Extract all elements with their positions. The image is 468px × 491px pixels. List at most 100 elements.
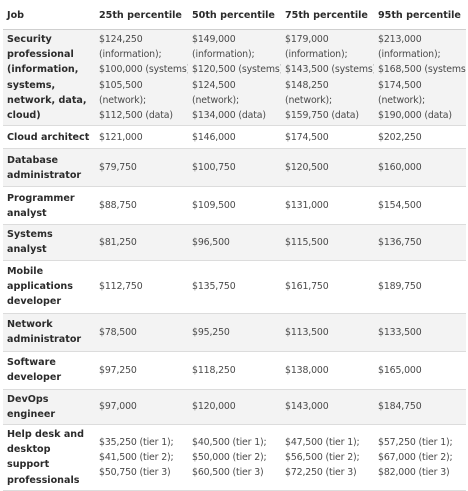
salary-line: (information); <box>285 49 348 61</box>
table-row: Network administrator $78,500 $95,250 $1… <box>3 313 466 352</box>
header-95th-percentile: 95th percentile <box>374 3 466 30</box>
salary-25th: $79,750 <box>95 148 188 188</box>
salary-line: $47,500 (tier 1); <box>285 436 360 448</box>
salary-line: $134,000 (data) <box>192 110 266 122</box>
salary-line: $149,000 <box>192 34 236 45</box>
salary-line: $179,000 <box>285 34 329 45</box>
job-name: Mobile applications developer <box>3 260 95 314</box>
salary-25th: $124,250 (information); $100,000 (system… <box>95 29 188 127</box>
salary-line: $174,500 <box>378 79 422 91</box>
salary-95th: $136,750 <box>374 224 466 261</box>
salary-50th: $95,250 <box>188 313 281 352</box>
salary-line: $57,250 (tier 1); <box>378 436 453 448</box>
salary-95th: $165,000 <box>374 351 466 390</box>
salary-95th: $160,000 <box>374 148 466 188</box>
salary-line: $159,750 (data) <box>285 110 359 122</box>
salary-line: $168,500 (systems); <box>378 64 466 76</box>
salary-line: (network); <box>99 94 147 106</box>
salary-table: Job 25th percentile 50th percentile 75th… <box>3 3 466 491</box>
table-row: Mobile applications developer $112,750 $… <box>3 260 466 314</box>
salary-75th: $113,500 <box>281 313 374 352</box>
job-name: Network administrator <box>3 313 95 352</box>
salary-line: (information); <box>99 49 162 61</box>
salary-95th: $184,750 <box>374 389 466 426</box>
table-header-row: Job 25th percentile 50th percentile 75th… <box>3 3 466 30</box>
salary-75th: $47,500 (tier 1); $56,500 (tier 2); $72,… <box>281 424 374 491</box>
salary-line: $213,000 <box>378 34 422 45</box>
salary-95th: $154,500 <box>374 186 466 226</box>
salary-line: $148,250 <box>285 79 329 91</box>
salary-95th: $189,750 <box>374 260 466 314</box>
salary-line: (network); <box>285 94 333 106</box>
job-name: Help desk and desktop support profession… <box>3 424 95 491</box>
salary-25th: $88,750 <box>95 186 188 226</box>
header-75th-percentile: 75th percentile <box>281 3 374 30</box>
salary-25th: $35,250 (tier 1); $41,500 (tier 2); $50,… <box>95 424 188 491</box>
salary-line: $72,250 (tier 3) <box>285 467 357 479</box>
salary-50th: $146,000 <box>188 125 281 150</box>
salary-line: $41,500 (tier 2); <box>99 451 174 463</box>
salary-line: (information); <box>192 49 255 61</box>
salary-25th: $97,250 <box>95 351 188 390</box>
salary-line: $35,250 (tier 1); <box>99 436 174 448</box>
table-row: Security professional (information, syst… <box>3 29 466 127</box>
salary-50th: $100,750 <box>188 148 281 188</box>
salary-25th: $121,000 <box>95 125 188 150</box>
header-50th-percentile: 50th percentile <box>188 3 281 30</box>
salary-line: $105,500 <box>99 79 143 91</box>
salary-75th: $138,000 <box>281 351 374 390</box>
salary-75th: $131,000 <box>281 186 374 226</box>
job-name: Cloud architect <box>3 125 95 150</box>
salary-50th: $96,500 <box>188 224 281 261</box>
salary-75th: $120,500 <box>281 148 374 188</box>
salary-line: $120,500 (systems); <box>192 64 281 76</box>
salary-line: $124,500 <box>192 79 236 91</box>
job-name: Database administrator <box>3 148 95 188</box>
table-row: Database administrator $79,750 $100,750 … <box>3 148 466 188</box>
table-row: Cloud architect $121,000 $146,000 $174,5… <box>3 125 466 150</box>
salary-line: $124,250 <box>99 34 143 45</box>
salary-50th: $120,000 <box>188 389 281 426</box>
salary-75th: $115,500 <box>281 224 374 261</box>
salary-line: $67,000 (tier 2); <box>378 451 453 463</box>
salary-line: $143,500 (systems); <box>285 64 374 76</box>
salary-50th: $149,000 (information); $120,500 (system… <box>188 29 281 127</box>
salary-95th: $57,250 (tier 1); $67,000 (tier 2); $82,… <box>374 424 466 491</box>
salary-line: (network); <box>378 94 426 106</box>
salary-line: $50,750 (tier 3) <box>99 467 171 479</box>
job-name: Software developer <box>3 351 95 390</box>
salary-25th: $97,000 <box>95 389 188 426</box>
salary-25th: $78,500 <box>95 313 188 352</box>
salary-line: $190,000 (data) <box>378 110 452 122</box>
salary-line: $56,500 (tier 2); <box>285 451 360 463</box>
salary-50th: $109,500 <box>188 186 281 226</box>
salary-line: $82,000 (tier 3) <box>378 467 450 479</box>
salary-25th: $112,750 <box>95 260 188 314</box>
salary-line: $50,000 (tier 2); <box>192 451 267 463</box>
salary-50th: $40,500 (tier 1); $50,000 (tier 2); $60,… <box>188 424 281 491</box>
salary-50th: $118,250 <box>188 351 281 390</box>
job-name: Security professional (information, syst… <box>3 29 95 127</box>
salary-line: (information); <box>378 49 441 61</box>
salary-75th: $174,500 <box>281 125 374 150</box>
salary-75th: $179,000 (information); $143,500 (system… <box>281 29 374 127</box>
table-row: DevOps engineer $97,000 $120,000 $143,00… <box>3 389 466 426</box>
header-25th-percentile: 25th percentile <box>95 3 188 30</box>
table-row: Programmer analyst $88,750 $109,500 $131… <box>3 186 466 226</box>
salary-line: $100,000 (systems); <box>99 64 188 76</box>
header-job: Job <box>3 3 95 30</box>
table-row: Systems analyst $81,250 $96,500 $115,500… <box>3 224 466 261</box>
salary-50th: $135,750 <box>188 260 281 314</box>
job-name: DevOps engineer <box>3 389 95 426</box>
salary-25th: $81,250 <box>95 224 188 261</box>
salary-line: $112,500 (data) <box>99 110 173 122</box>
job-name: Systems analyst <box>3 224 95 261</box>
salary-95th: $133,500 <box>374 313 466 352</box>
job-name: Programmer analyst <box>3 186 95 226</box>
salary-line: (network); <box>192 94 240 106</box>
salary-line: $60,500 (tier 3) <box>192 467 264 479</box>
table-row: Software developer $97,250 $118,250 $138… <box>3 351 466 390</box>
salary-line: $40,500 (tier 1); <box>192 436 267 448</box>
salary-75th: $161,750 <box>281 260 374 314</box>
